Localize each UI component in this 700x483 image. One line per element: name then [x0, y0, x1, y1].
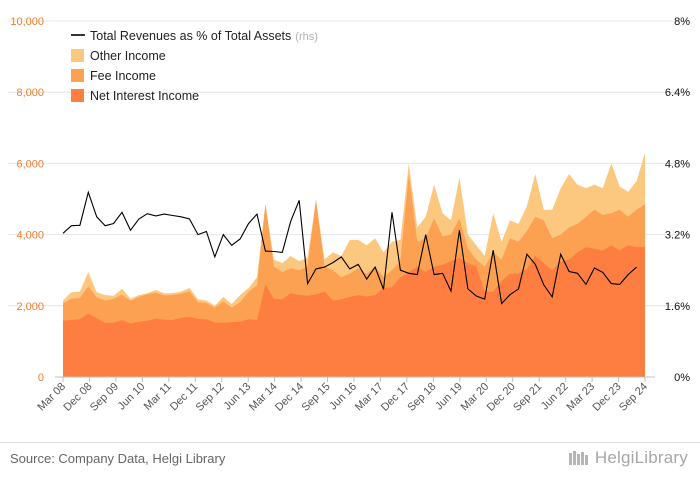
y-tick-left: 10,000 [10, 16, 44, 28]
y-tick-right: 0% [674, 372, 690, 384]
x-tick-label: Dec 20 [485, 381, 518, 414]
y-tick-left: 4,000 [16, 230, 44, 242]
x-tick-label: Sep 12 [194, 381, 227, 414]
x-tick-label: Dec 17 [379, 381, 412, 414]
x-tick-label: Mar 11 [142, 381, 174, 413]
brand-name: HelgiLibrary [594, 448, 688, 467]
legend-label: Fee Income [90, 69, 156, 83]
x-tick-label: Sep 09 [88, 381, 121, 414]
x-tick-label: Sep 24 [617, 381, 650, 414]
legend-entry: Total Revenues as % of Total Assets (rhs) [71, 29, 318, 43]
legend-entry: Other Income [71, 49, 166, 63]
legend-label: Net Interest Income [90, 89, 199, 103]
chart: 0 0% 2,000 1.6% 4,000 3.2% 6,000 4.8% 8,000 6.4% 1… [8, 16, 690, 414]
legend-swatch [71, 49, 84, 62]
x-tick-label: Dec 14 [273, 381, 306, 414]
x-tick-label: Sep 15 [300, 381, 333, 414]
legend: Total Revenues as % of Total Assets (rhs)… [71, 29, 318, 103]
legend-swatch [71, 89, 84, 102]
revenue-ratio-line [62, 190, 637, 305]
y-tick-left: 8,000 [16, 87, 44, 99]
x-tick-label: Sep 21 [511, 381, 544, 414]
y-tick-right: 1.6% [665, 301, 690, 313]
y-tick-right: 8% [674, 16, 690, 28]
brand-logo: HelgiLibrary [568, 448, 688, 468]
legend-label: Total Revenues as % of Total Assets (rhs) [90, 29, 318, 43]
x-tick-label: Dec 23 [591, 381, 624, 414]
library-icon [568, 451, 588, 465]
y-tick-right: 4.8% [665, 158, 690, 170]
x-tick-label: Dec 08 [61, 381, 94, 414]
y-tick-right: 6.4% [665, 87, 690, 99]
x-tick-label: Jun 10 [116, 381, 148, 413]
y-tick-left: 0 [38, 372, 44, 384]
legend-swatch [71, 69, 84, 82]
legend-entry: Fee Income [71, 69, 156, 83]
legend-label: Other Income [90, 49, 166, 63]
y-tick-right: 3.2% [665, 230, 690, 242]
x-tick-label: Sep 18 [405, 381, 438, 414]
revenue-ratio-line-layer [62, 190, 637, 305]
areas [63, 152, 645, 377]
y-tick-left: 6,000 [16, 158, 44, 170]
y-tick-left: 2,000 [16, 301, 44, 313]
footer-divider [0, 442, 700, 443]
source-note: Source: Company Data, Helgi Library [10, 451, 226, 466]
legend-entry: Net Interest Income [71, 89, 199, 103]
area-net-interest-income [63, 245, 645, 377]
